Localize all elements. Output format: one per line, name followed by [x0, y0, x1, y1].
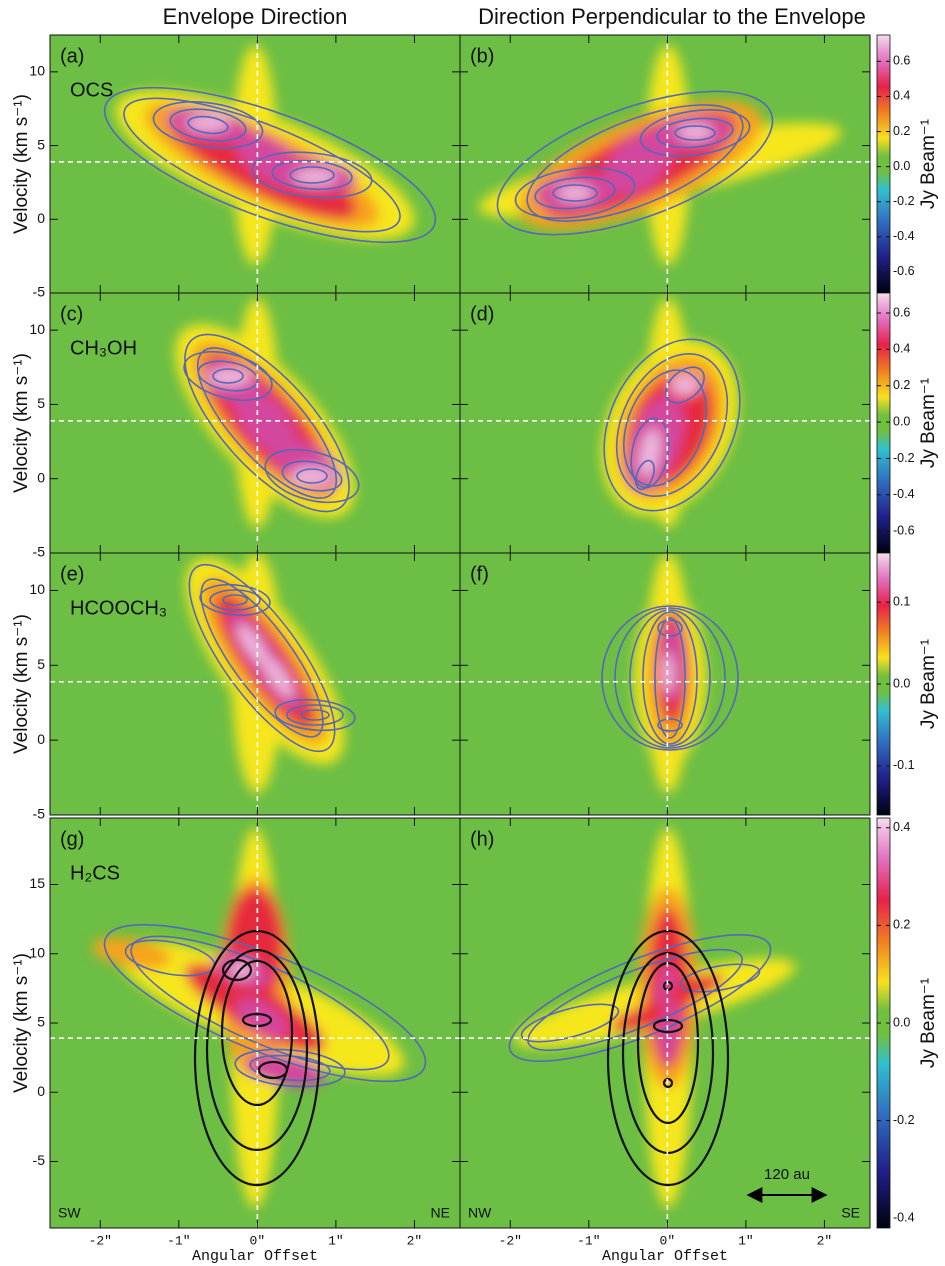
colorbar-tick-label: -0.2: [893, 451, 915, 465]
x-tick-label: -1″: [167, 1233, 190, 1248]
y-tick-label: 5: [37, 395, 45, 411]
y-tick-label: -5: [33, 1152, 46, 1168]
molecule-label: H₂CS: [70, 862, 120, 884]
column-title: Envelope Direction: [163, 4, 348, 29]
y-tick-label: 0: [37, 731, 45, 747]
panel-label: (b): [470, 45, 494, 67]
y-axis-label: Velocity (km s⁻¹): [11, 94, 32, 234]
y-tick-label: -5: [33, 806, 46, 822]
column-title: Direction Perpendicular to the Envelope: [478, 4, 866, 29]
x-tick-label: 0″: [660, 1233, 676, 1248]
x-tick-label: -2″: [499, 1233, 522, 1248]
y-axis-label: Velocity (km s⁻¹): [11, 953, 32, 1093]
emission-blob: [557, 185, 593, 201]
colorbar-tick-label: -0.4: [893, 487, 915, 501]
colorbar-tick-label: 0.4: [893, 342, 910, 356]
colorbar-tick-label: -0.2: [893, 194, 915, 208]
direction-label: NW: [468, 1205, 492, 1221]
colorbar-tick-label: 0.0: [893, 414, 910, 428]
x-tick-label: 2″: [817, 1233, 833, 1248]
colorbar-tick-label: 0.6: [893, 305, 910, 319]
y-tick-label: 10: [29, 63, 45, 79]
colorbar-tick-label: -0.4: [893, 229, 915, 243]
colorbar-label: Jy Beam⁻¹: [918, 378, 939, 468]
x-tick-label: 1″: [328, 1233, 344, 1248]
y-tick-label: 10: [29, 581, 45, 597]
x-tick-label: 2″: [407, 1233, 423, 1248]
x-tick-label: -1″: [577, 1233, 600, 1248]
y-tick-label: 15: [29, 875, 45, 891]
colorbar-tick-label: -0.6: [893, 523, 915, 537]
colorbar: [877, 293, 890, 553]
panel-label: (d): [470, 303, 494, 325]
colorbar-tick-label: 0.4: [893, 820, 910, 834]
colorbar-tick-label: -0.6: [893, 264, 915, 278]
panel: [460, 35, 870, 293]
colorbar-tick-label: 0.2: [893, 378, 910, 392]
panel-label: (c): [60, 303, 83, 325]
panel: [460, 293, 870, 553]
colorbar-tick-label: 0.0: [893, 159, 910, 173]
x-tick-label: -2″: [89, 1233, 112, 1248]
page: Envelope Direction Direction Perpendicul…: [0, 0, 945, 1266]
y-axis-label: Velocity (km s⁻¹): [11, 353, 32, 493]
colorbar-tick-label: 0.0: [893, 676, 910, 690]
molecule-label: HCOOCH₃: [70, 597, 167, 619]
y-tick-label: 0: [37, 469, 45, 485]
y-tick-label: 0: [37, 1083, 45, 1099]
direction-label: SW: [58, 1205, 81, 1221]
scale-bar-label: 120 au: [764, 1166, 810, 1183]
colorbar-tick-label: 0.4: [893, 89, 910, 103]
colorbar-label: Jy Beam⁻¹: [918, 978, 939, 1068]
panel: [50, 35, 460, 293]
panel-label: (g): [60, 828, 84, 850]
y-tick-label: 5: [37, 656, 45, 672]
colorbar-tick-label: -0.2: [893, 1113, 915, 1127]
panel: [460, 553, 870, 815]
panel: [50, 293, 460, 553]
colorbar-tick-label: 0.2: [893, 124, 910, 138]
panel: [50, 535, 460, 815]
colorbar-tick-label: 0.0: [893, 1015, 910, 1029]
colorbar-tick-label: -0.4: [893, 1211, 915, 1225]
colorbar-tick-label: 0.2: [893, 918, 910, 932]
y-tick-label: -5: [33, 544, 46, 560]
colorbar-tick-label: 0.1: [893, 594, 910, 608]
x-tick-label: 0″: [250, 1233, 266, 1248]
direction-label: NE: [431, 1205, 450, 1221]
y-tick-label: 5: [37, 1014, 45, 1030]
colorbar: [877, 35, 890, 293]
molecule-label: OCS: [70, 79, 113, 101]
x-axis-label: Angular Offset: [602, 1248, 728, 1265]
panel-label: (f): [470, 563, 489, 585]
y-tick-label: 10: [29, 321, 45, 337]
x-axis-label: Angular Offset: [192, 1248, 318, 1265]
panel-label: (e): [60, 563, 84, 585]
y-axis-label: Velocity (km s⁻¹): [11, 614, 32, 754]
y-tick-label: 0: [37, 210, 45, 226]
x-tick-label: 1″: [738, 1233, 754, 1248]
direction-label: SE: [841, 1205, 860, 1221]
panel-label: (a): [60, 45, 84, 67]
colorbar-tick-label: 0.6: [893, 54, 910, 68]
colorbar-label: Jy Beam⁻¹: [918, 639, 939, 729]
panel-label: (h): [470, 828, 494, 850]
colorbar-tick-label: -0.1: [893, 758, 915, 772]
molecule-label: CH₃OH: [70, 337, 137, 359]
colorbar-label: Jy Beam⁻¹: [918, 119, 939, 209]
y-tick-label: 5: [37, 136, 45, 152]
y-tick-label: -5: [33, 284, 46, 300]
figure: Envelope Direction Direction Perpendicul…: [0, 0, 945, 1266]
